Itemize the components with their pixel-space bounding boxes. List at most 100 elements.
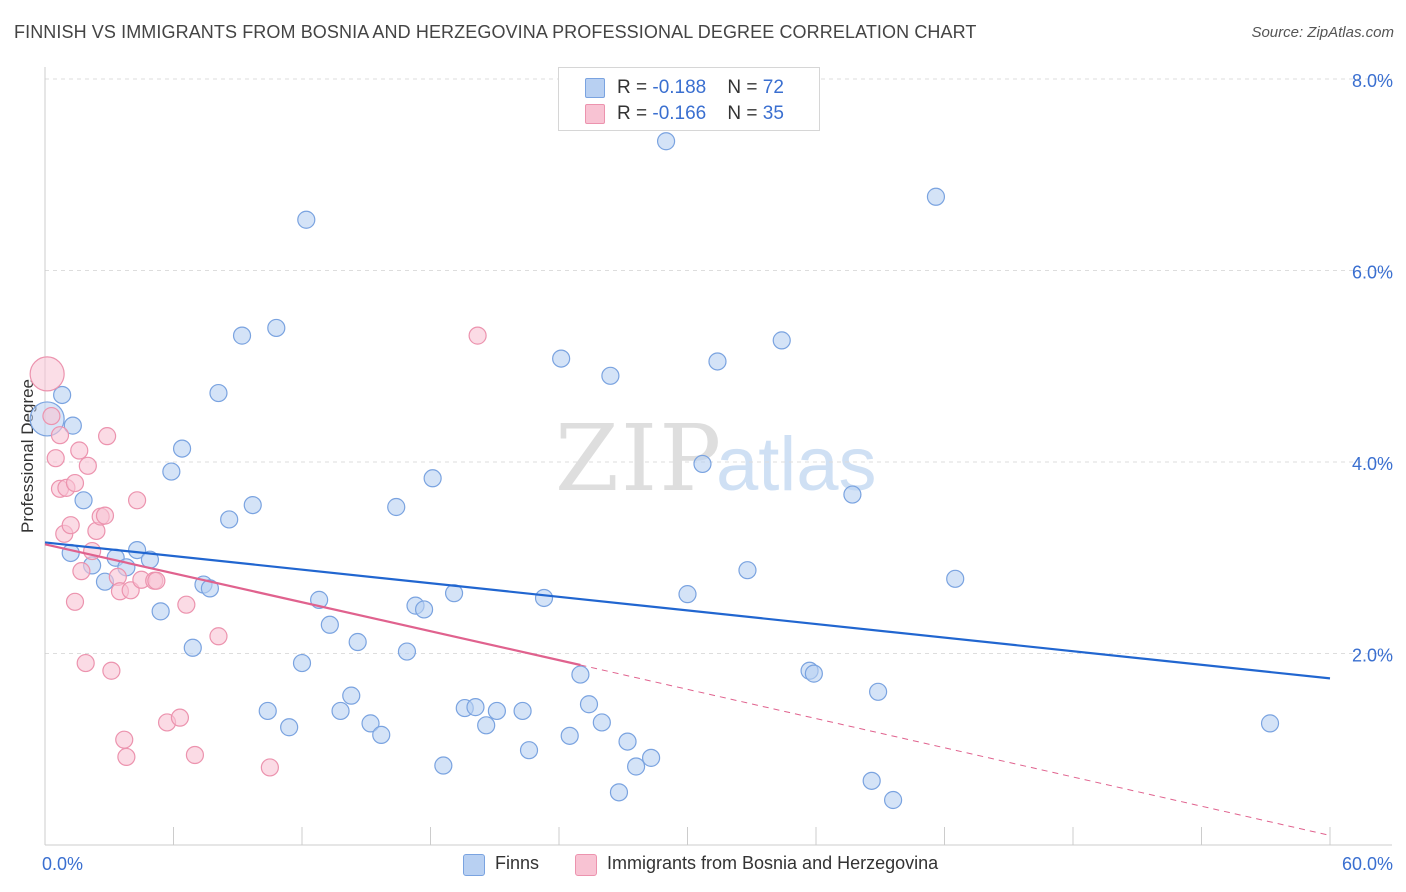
finns-point	[552, 349, 571, 368]
finns-point	[151, 602, 170, 621]
finns-point	[738, 561, 757, 580]
finns-point	[519, 741, 539, 760]
finns-point	[414, 600, 434, 619]
source-label: Source: ZipAtlas.com	[1251, 24, 1394, 41]
finns-point	[297, 210, 316, 229]
bosnia-point	[65, 592, 85, 611]
bosnia-point	[95, 506, 115, 525]
bosnia-point	[185, 745, 205, 765]
finns-point	[342, 686, 361, 705]
y-tick-label: 8.0%	[1352, 71, 1393, 91]
finns-point	[292, 653, 312, 673]
finns-trendline	[44, 541, 1331, 680]
bosnia-swatch	[575, 854, 597, 876]
finns-point	[162, 462, 181, 481]
legend-label-bosnia: Immigrants from Bosnia and Herzegovina	[607, 853, 939, 873]
finns-point	[926, 187, 946, 206]
bosnia-trendline	[44, 543, 581, 667]
finns-point	[220, 510, 239, 529]
finns-point	[883, 790, 903, 810]
bosnia-point	[78, 456, 97, 475]
finns-point	[626, 757, 646, 776]
finns-point	[267, 318, 286, 338]
bosnia-point	[115, 730, 134, 749]
y-tick-label: 2.0%	[1352, 646, 1393, 666]
bosnia-point	[98, 427, 117, 446]
finns-point	[63, 416, 82, 435]
finns-point	[656, 132, 676, 151]
bosnia-point	[42, 406, 61, 426]
finns-point	[560, 726, 579, 745]
finns-point	[678, 585, 697, 604]
finns-point	[487, 701, 506, 721]
legend-n-label: N =	[727, 77, 763, 98]
y-tick-label: 4.0%	[1352, 454, 1393, 474]
finns-point	[348, 632, 367, 652]
finns-point	[772, 331, 791, 350]
finns-point	[708, 352, 727, 371]
bosnia-swatch	[585, 104, 605, 124]
finns-point	[862, 771, 881, 790]
bosnia-point	[65, 473, 85, 493]
bosnia-point	[127, 491, 147, 510]
finns-point	[183, 638, 202, 657]
finns-point	[579, 695, 599, 714]
finns-point	[61, 543, 80, 563]
finns-point	[513, 701, 532, 721]
finns-point	[200, 579, 220, 598]
finns-point	[1260, 714, 1280, 733]
x-tick-label: 60.0%	[1342, 854, 1393, 874]
finns-point	[601, 366, 620, 385]
finns-point	[172, 439, 192, 458]
finns-point	[74, 491, 93, 510]
finns-point	[843, 485, 862, 504]
finns-point	[641, 748, 661, 767]
finns-swatch	[463, 854, 485, 876]
finns-point	[534, 588, 554, 608]
watermark-zip: ZIP	[555, 405, 723, 512]
bosnia-point	[170, 708, 190, 727]
finns-point	[477, 716, 496, 735]
finns-point	[258, 701, 277, 721]
finns-point	[397, 642, 417, 661]
finns-point	[331, 701, 350, 721]
bosnia-point	[76, 653, 95, 673]
finns-point	[361, 714, 380, 733]
legend-r-label: R =	[617, 77, 653, 98]
bosnia-point	[468, 326, 487, 345]
finns-point	[609, 783, 629, 802]
finns-point	[571, 665, 590, 684]
bosnia-point	[50, 426, 70, 445]
legend-n-label: N =	[727, 103, 763, 124]
finns-swatch	[585, 78, 605, 98]
bosnia-point	[46, 449, 65, 468]
finns-point	[434, 756, 453, 775]
bosnia-point	[72, 562, 91, 581]
finns-point	[618, 732, 637, 751]
legend-label-finns: Finns	[495, 853, 540, 873]
finns-point	[693, 454, 712, 474]
bosnia-point	[147, 571, 166, 590]
bosnia-point	[70, 441, 89, 460]
bosnia-point	[177, 595, 196, 614]
legend-r-value: -0.188	[652, 77, 707, 98]
legend-n-value: 72	[762, 77, 784, 98]
bosnia-point	[117, 747, 136, 767]
chart-title: FINNISH VS IMMIGRANTS FROM BOSNIA AND HE…	[14, 22, 977, 42]
finns-point	[53, 385, 72, 405]
bosnia-point	[61, 516, 80, 535]
correlation-legend: R = -0.188 N = 72 R = -0.166 N = 35	[558, 67, 820, 131]
finns-point	[127, 540, 147, 560]
finns-point	[423, 469, 442, 488]
legend-r-value: -0.166	[652, 103, 707, 124]
bosnia-point	[102, 661, 121, 680]
legend-r-label: R =	[617, 103, 653, 124]
bosnia-point	[29, 356, 65, 392]
bosnia-point	[260, 758, 279, 777]
finns-point	[243, 495, 262, 515]
finns-point	[232, 326, 252, 345]
x-tick-label: 0.0%	[42, 854, 83, 874]
finns-point	[592, 713, 611, 732]
bosnia-trendline-extension	[580, 664, 1331, 836]
